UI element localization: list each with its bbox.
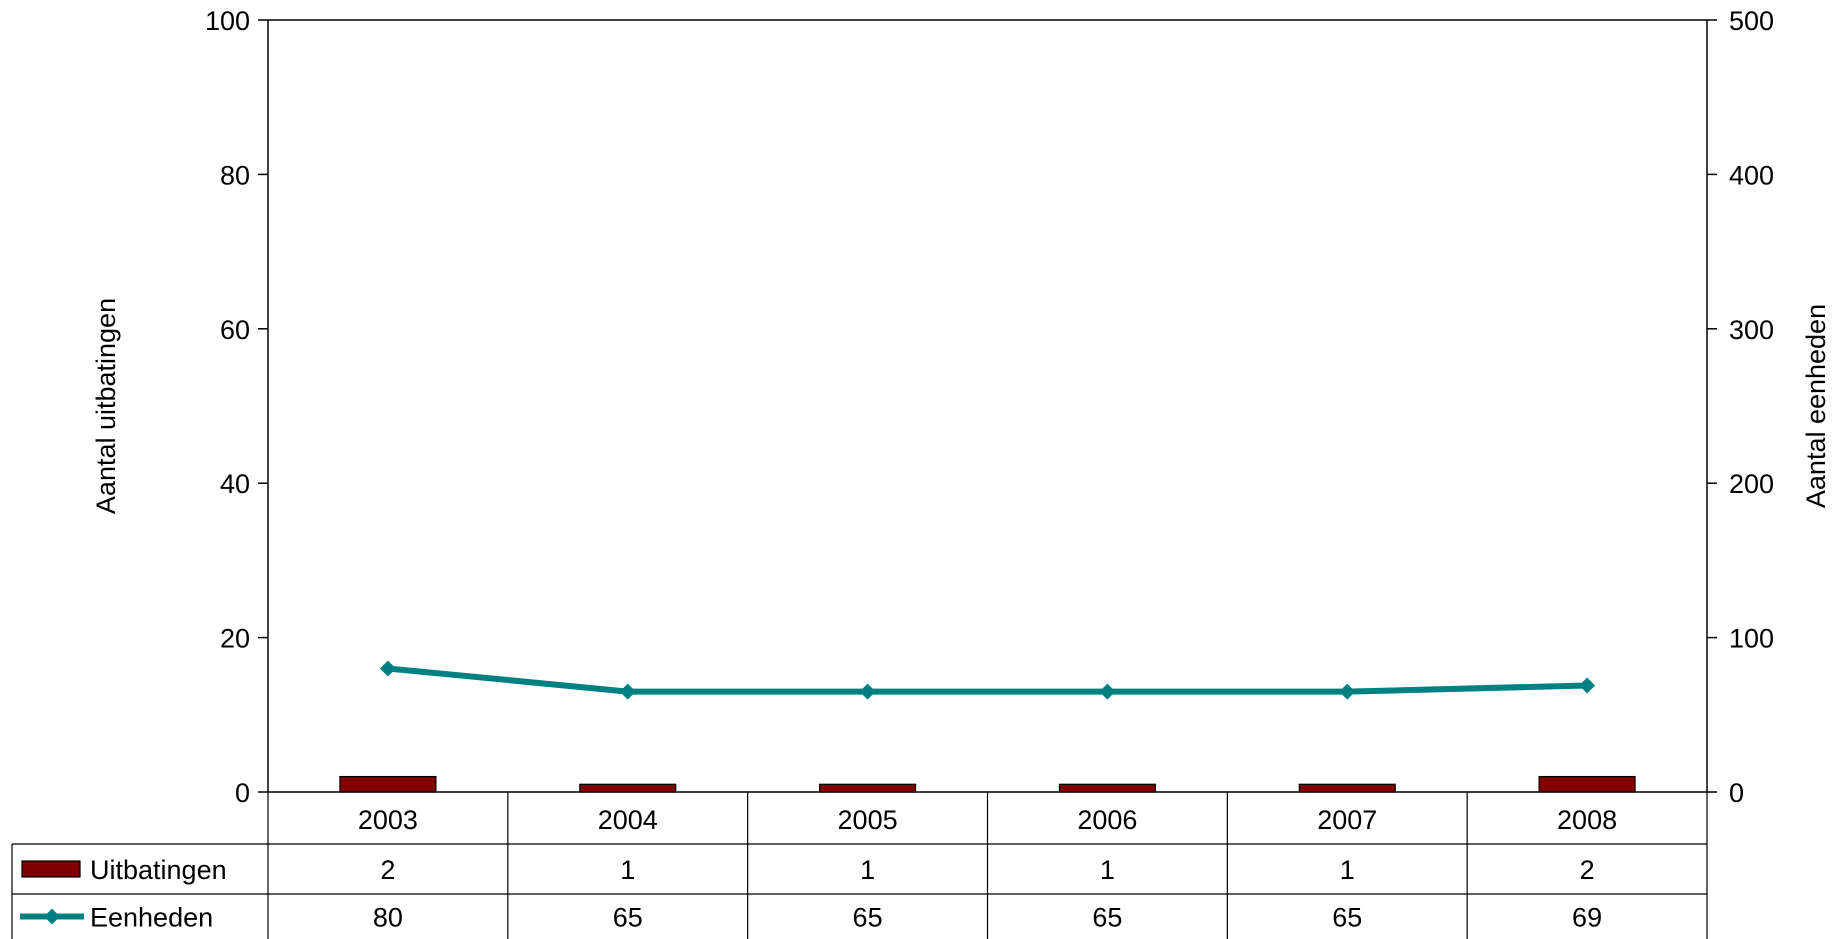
- bar: [579, 783, 677, 793]
- right-tick-label: 200: [1729, 469, 1774, 499]
- line-point: [859, 683, 876, 700]
- table-value: 65: [613, 903, 643, 933]
- legend-key-bar: [21, 860, 81, 878]
- left-axis-ticks: 0 20 40 60 80 100: [205, 6, 268, 808]
- x-tick-label: 2005: [838, 805, 898, 835]
- left-tick-label: 40: [220, 469, 250, 499]
- legend-key-marker: [44, 908, 60, 925]
- table-value: 2: [1580, 855, 1595, 885]
- table-value: 65: [1092, 903, 1122, 933]
- table-value: 65: [1332, 903, 1362, 933]
- bar: [1298, 783, 1396, 793]
- line-point: [379, 660, 396, 677]
- right-tick-label: 100: [1729, 624, 1774, 654]
- bar: [1538, 775, 1636, 793]
- right-axis-title: Aantal eenheden: [1801, 304, 1831, 508]
- line-point: [1339, 683, 1356, 700]
- table-value: 80: [373, 903, 403, 933]
- bar: [1058, 783, 1156, 793]
- table-value: 1: [620, 855, 635, 885]
- bar: [339, 775, 437, 793]
- left-axis-title: Aantal uitbatingen: [91, 298, 121, 514]
- table-value: 1: [860, 855, 875, 885]
- right-tick-label: 0: [1729, 778, 1744, 808]
- x-tick-label: 2006: [1077, 805, 1137, 835]
- right-axis-ticks: 0 100 200 300 400 500: [1707, 6, 1774, 808]
- table-value: 2: [380, 855, 395, 885]
- data-table: 2003 2004 2005 2006 2007 2008 Uitbatingen Eenhe…: [11, 792, 1708, 939]
- left-tick-label: 20: [220, 624, 250, 654]
- x-tick-label: 2004: [598, 805, 658, 835]
- bar-series: [339, 775, 1636, 793]
- left-tick-label: 0: [235, 778, 250, 808]
- left-tick-label: 80: [220, 160, 250, 190]
- table-value: 69: [1572, 903, 1602, 933]
- left-tick-label: 100: [205, 6, 250, 36]
- table-value: 1: [1100, 855, 1115, 885]
- x-tick-label: 2003: [358, 805, 418, 835]
- legend-label: Eenheden: [90, 903, 213, 933]
- right-tick-label: 300: [1729, 315, 1774, 345]
- table-value: 1: [1340, 855, 1355, 885]
- line-point: [1099, 683, 1116, 700]
- line-point: [619, 683, 636, 700]
- right-tick-label: 400: [1729, 160, 1774, 190]
- right-tick-label: 500: [1729, 6, 1774, 36]
- legend-label: Uitbatingen: [90, 855, 227, 885]
- line-point: [1579, 677, 1596, 694]
- table-value: 65: [853, 903, 883, 933]
- series-line: [387, 665, 1588, 695]
- x-tick-label: 2007: [1317, 805, 1377, 835]
- left-tick-label: 60: [220, 315, 250, 345]
- x-tick-label: 2008: [1557, 805, 1617, 835]
- line-series: [379, 660, 1596, 700]
- bar: [819, 783, 917, 793]
